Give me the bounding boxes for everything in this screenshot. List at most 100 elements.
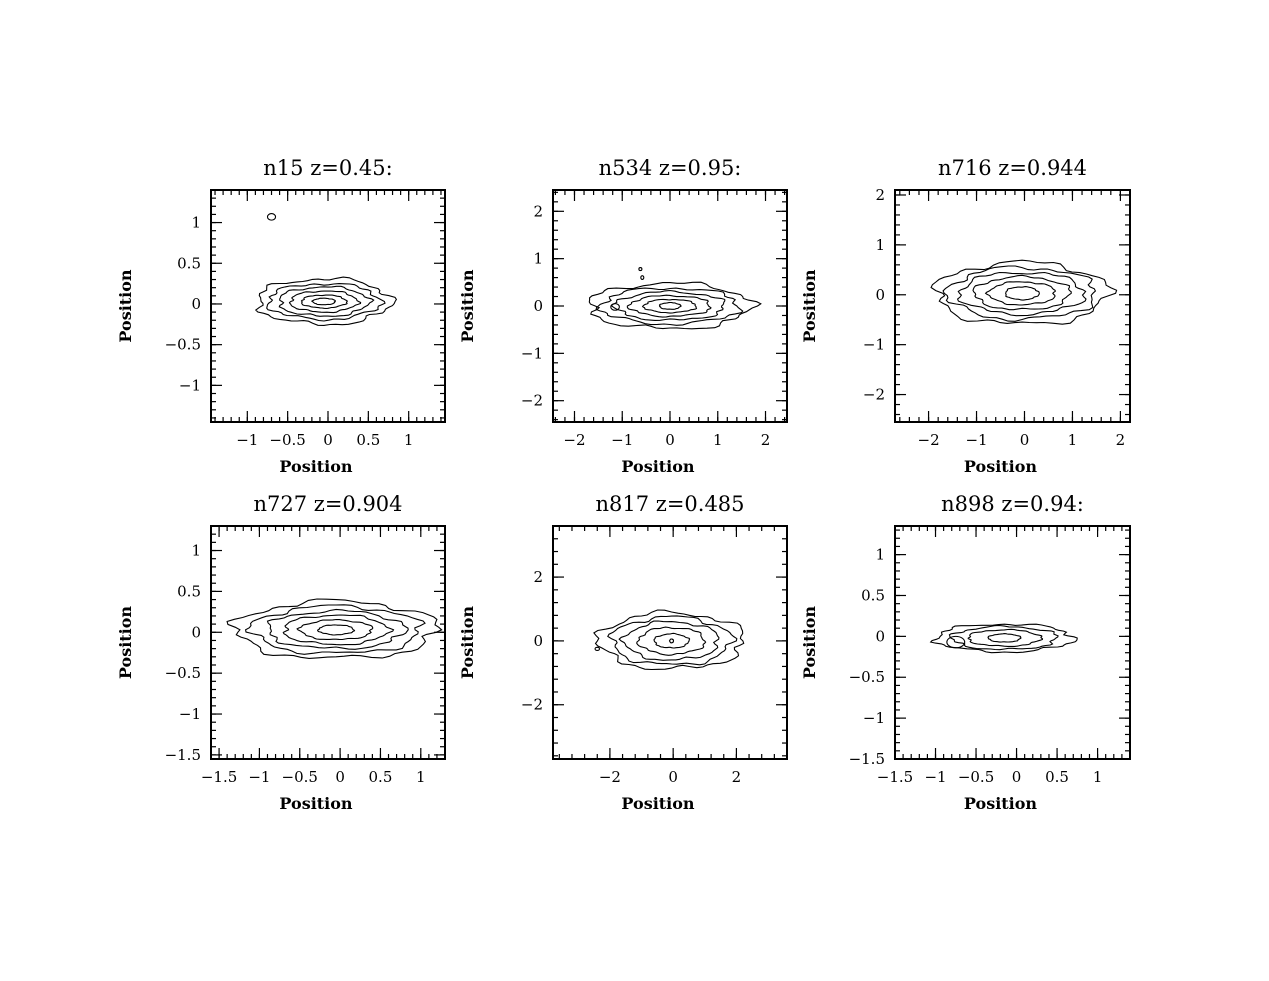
plot-frame	[894, 525, 1131, 760]
contour-line	[956, 271, 1087, 317]
contour-line	[266, 608, 409, 650]
y-tick-label: 2	[533, 568, 543, 586]
contour-line	[626, 294, 712, 318]
y-tick-label: −1	[521, 344, 543, 362]
y-tick-label: −1	[863, 336, 885, 354]
contour-line	[942, 265, 1097, 322]
contour-panel: n15 z=0.45: −1 −0.5 0 0.5 1 −1 −0.5 0 0.5 1 Positio…	[116, 156, 446, 476]
plot-frame	[210, 525, 446, 760]
contour-line	[282, 614, 395, 646]
plot-frame	[552, 189, 788, 423]
x-tick-label: 0	[1012, 768, 1022, 786]
y-tick-label: 1	[875, 546, 885, 564]
contour-line	[967, 628, 1044, 647]
x-tick-label: 2	[1116, 431, 1126, 449]
y-tick-label: 2	[533, 202, 543, 220]
contour-line	[244, 604, 426, 655]
plot-frame	[552, 525, 788, 760]
y-tick-label: −0.5	[165, 664, 201, 682]
contour-line	[987, 633, 1022, 643]
x-tick-label: −1	[236, 431, 258, 449]
panel-title: n534 z=0.95:	[599, 156, 742, 180]
contour-line	[948, 624, 1059, 651]
panel-title: n727 z=0.904	[253, 492, 402, 516]
contour-panel: n727 z=0.904 −1.5 −1 −0.5 0 0.5 1 −1.5 −1 −0.5 0 0.…	[116, 492, 446, 813]
y-tick-label: 1	[191, 214, 201, 232]
y-tick-label: 0.5	[177, 582, 201, 600]
y-tick-label: 0	[191, 623, 201, 641]
x-tick-label: 0	[665, 431, 675, 449]
y-tick-label: −2	[521, 696, 543, 714]
y-tick-label: −1	[179, 376, 201, 394]
contour-panel: n534 z=0.95: −2 −1 0 1 2 −2 −1 0 1 2 Position Positi…	[458, 156, 788, 476]
contour-line	[607, 615, 738, 666]
contour-line	[668, 638, 675, 644]
y-tick-label: −0.5	[849, 668, 885, 686]
contour-blob	[610, 303, 620, 311]
x-tick-label: −2	[918, 431, 940, 449]
contour-panel: n898 z=0.94: −1.5 −1 −0.5 0 0.5 1 −1.5 −1 −0.5 0 0.…	[800, 492, 1131, 813]
x-axis-label: Position	[964, 457, 1038, 476]
contour-line	[972, 274, 1072, 311]
x-tick-label: −0.5	[269, 431, 305, 449]
x-tick-label: 0.5	[356, 431, 380, 449]
plot-frame	[210, 189, 446, 423]
y-axis-label: Position	[116, 269, 135, 343]
panel-title: n898 z=0.94:	[941, 492, 1084, 516]
contour-line	[296, 618, 374, 641]
y-tick-label: 1	[875, 236, 885, 254]
x-axis-label: Position	[279, 794, 353, 813]
contour-line	[226, 598, 443, 659]
contour-line	[641, 298, 698, 314]
contour-blob	[266, 213, 277, 221]
y-tick-label: 0	[191, 295, 201, 313]
x-tick-label: −2	[599, 768, 621, 786]
contour-line	[595, 287, 744, 326]
x-tick-label: −1	[611, 431, 633, 449]
y-axis-label: Position	[800, 606, 819, 680]
contour-line	[658, 301, 682, 310]
y-tick-label: −1.5	[849, 750, 885, 768]
y-tick-label: 0	[533, 297, 543, 315]
contour-line	[278, 285, 375, 317]
x-tick-label: −0.5	[282, 768, 318, 786]
contour-line	[618, 620, 720, 661]
y-tick-label: −1	[179, 705, 201, 723]
contour-blob	[640, 275, 645, 281]
y-tick-label: 1	[533, 250, 543, 268]
contour-line	[636, 626, 707, 656]
x-tick-label: 1	[713, 431, 723, 449]
x-tick-label: 1	[1068, 431, 1078, 449]
y-tick-label: −0.5	[165, 336, 201, 354]
y-axis-label: Position	[458, 606, 477, 680]
contour-line	[593, 609, 745, 671]
x-axis-label: Position	[279, 457, 353, 476]
y-tick-label: 0	[533, 632, 543, 650]
panel-title: n716 z=0.944	[938, 156, 1087, 180]
y-tick-label: 1	[191, 542, 201, 560]
y-tick-label: 0.5	[177, 254, 201, 272]
y-tick-label: −1.5	[165, 746, 201, 764]
x-tick-label: −1	[924, 768, 946, 786]
contour-line	[288, 290, 362, 314]
x-tick-label: 0	[323, 431, 333, 449]
contour-line	[266, 283, 386, 322]
y-tick-label: −2	[863, 386, 885, 404]
x-tick-label: 1	[416, 768, 426, 786]
contour-line	[316, 624, 356, 636]
x-tick-label: 1	[404, 431, 414, 449]
contour-line	[588, 281, 762, 330]
x-axis-label: Position	[621, 794, 695, 813]
x-tick-label: 0.5	[369, 768, 393, 786]
x-tick-label: −2	[563, 431, 585, 449]
contour-blob	[638, 267, 643, 272]
x-tick-label: 2	[761, 431, 771, 449]
x-tick-label: 0	[1020, 431, 1030, 449]
y-axis-label: Position	[116, 606, 135, 680]
y-tick-label: −2	[521, 392, 543, 410]
y-tick-label: 0	[875, 286, 885, 304]
x-tick-label: 2	[732, 768, 742, 786]
plot-frame	[894, 189, 1131, 423]
contour-blob	[946, 635, 966, 649]
